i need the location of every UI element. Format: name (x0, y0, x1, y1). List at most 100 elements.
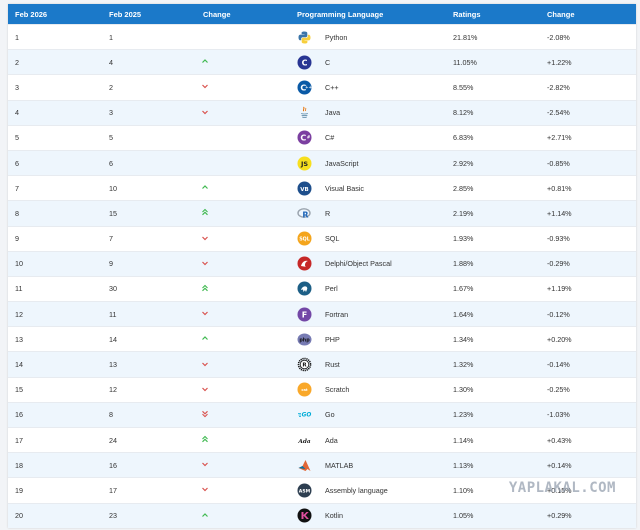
language-name[interactable]: Visual Basic (325, 183, 365, 193)
ada-logo-icon: Ada (297, 433, 312, 448)
rating-change: +0.43% (540, 426, 636, 453)
arrow-up-icon (201, 512, 209, 521)
language-name[interactable]: Java (325, 108, 341, 118)
rank-previous: 13 (102, 351, 196, 378)
c-logo-icon: C (297, 55, 312, 70)
table-row: 18 16 MATLAB 1.13% +0.14% (8, 452, 636, 478)
language-cell: php PHP (290, 326, 446, 352)
language-name[interactable]: Ada (325, 435, 338, 445)
table-row: 2 4 C C 11.05% +1.22% (8, 49, 636, 75)
language-cell: ASM Assembly language (290, 477, 446, 504)
table-row: 12 11 F Fortran 1.64% -0.12% (8, 301, 636, 327)
table-row: 16 8 GO Go 1.23% -1.03% (8, 401, 636, 428)
arrow-down-icon (201, 83, 209, 92)
rank-previous: 30 (102, 275, 196, 302)
rank-change (196, 326, 290, 352)
visual-basic-logo-icon: VB (297, 181, 312, 196)
rank-current: 16 (8, 401, 102, 428)
rating-change: -1.03% (540, 401, 636, 428)
rank-change (196, 74, 290, 101)
arrow-down-icon (201, 310, 209, 319)
header-change[interactable]: Change (196, 4, 290, 25)
cpp-logo-icon: C ++ (297, 80, 312, 95)
svg-text:VB: VB (300, 187, 308, 193)
rank-current: 9 (8, 225, 102, 252)
header-rating-change[interactable]: Change (540, 4, 636, 25)
tiobe-index-table-container: Feb 2026 Feb 2025 Change Programming Lan… (8, 4, 636, 528)
rank-previous: 10 (102, 175, 196, 201)
language-name[interactable]: Rust (325, 360, 340, 370)
rank-change (196, 124, 290, 151)
table-row: 17 24 Ada Ada 1.14% +0.43% (8, 426, 636, 453)
svg-text:Ada: Ada (297, 438, 311, 444)
rank-previous: 17 (102, 477, 196, 504)
java-logo-icon (297, 105, 312, 120)
svg-text:C: C (302, 58, 308, 67)
rating-value: 1.93% (446, 225, 540, 252)
rank-current: 15 (8, 376, 102, 403)
rating-value: 1.34% (446, 326, 540, 352)
language-name[interactable]: Fortran (325, 309, 349, 319)
rating-change: -0.25% (540, 376, 636, 403)
sql-logo-icon: SQL (297, 231, 312, 246)
rating-change: -2.08% (540, 23, 636, 50)
rank-current: 7 (8, 175, 102, 201)
language-name[interactable]: R (325, 208, 331, 218)
header-current-year[interactable]: Feb 2026 (8, 4, 102, 25)
watermark: YAPLAKAL.COM (508, 480, 616, 496)
rank-previous: 8 (102, 401, 196, 428)
rank-previous: 1 (102, 23, 196, 50)
rank-change (196, 401, 290, 428)
language-name[interactable]: Delphi/Object Pascal (325, 259, 392, 269)
javascript-logo-icon: JS (297, 156, 312, 171)
rank-change (196, 477, 290, 504)
svg-text:JS: JS (300, 160, 308, 168)
language-name[interactable]: MATLAB (325, 460, 354, 470)
double-arrow-up-icon (201, 284, 209, 294)
language-name[interactable]: Scratch (325, 385, 350, 395)
rating-value: 1.14% (446, 426, 540, 453)
language-name[interactable]: Perl (325, 284, 338, 294)
rank-current: 3 (8, 74, 102, 101)
scratch-logo-icon: cat (297, 382, 312, 397)
language-cell: Kotlin (290, 502, 446, 528)
rating-value: 2.85% (446, 175, 540, 201)
language-name[interactable]: Python (325, 32, 348, 42)
rating-change: +2.71% (540, 124, 636, 151)
header-previous-year[interactable]: Feb 2025 (102, 4, 196, 25)
language-cell: F Fortran (290, 301, 446, 327)
language-cell: JS JavaScript (290, 149, 446, 176)
header-language[interactable]: Programming Language (290, 4, 446, 25)
rank-change (196, 250, 290, 277)
rank-change (196, 175, 290, 201)
language-name[interactable]: C++ (325, 82, 339, 92)
python-logo-icon (297, 30, 312, 45)
language-name[interactable]: JavaScript (325, 158, 359, 168)
language-name[interactable]: Go (325, 410, 335, 420)
language-name[interactable]: Assembly language (325, 485, 388, 495)
language-name[interactable]: SQL (325, 234, 340, 244)
rank-previous: 15 (102, 200, 196, 226)
language-cell: SQL SQL (290, 225, 446, 252)
language-name[interactable]: C# (325, 133, 335, 143)
delphi-logo-icon (297, 256, 312, 271)
rating-value: 1.05% (446, 502, 540, 528)
language-name[interactable]: C (325, 57, 331, 67)
table-row: 5 5 C # C# 6.83% +2.71% (8, 124, 636, 151)
rating-change: +0.15% (540, 477, 636, 504)
double-arrow-up-icon (201, 209, 209, 218)
table-row: 19 17 ASM Assembly language 1.10% +0.15% (8, 477, 636, 504)
rating-value: 1.23% (446, 401, 540, 428)
rank-current: 6 (8, 149, 102, 176)
perl-logo-icon (297, 281, 312, 296)
language-name[interactable]: PHP (325, 334, 340, 344)
table-row: 11 30 Perl 1.67% +1.19% (8, 275, 636, 302)
arrow-down-icon (201, 461, 209, 470)
rating-change: -0.14% (540, 351, 636, 378)
rank-previous: 23 (102, 502, 196, 528)
arrow-down-icon (201, 386, 209, 395)
rank-current: 18 (8, 452, 102, 478)
header-ratings[interactable]: Ratings (446, 4, 540, 25)
rating-value: 11.05% (446, 49, 540, 75)
rank-current: 12 (8, 301, 102, 327)
